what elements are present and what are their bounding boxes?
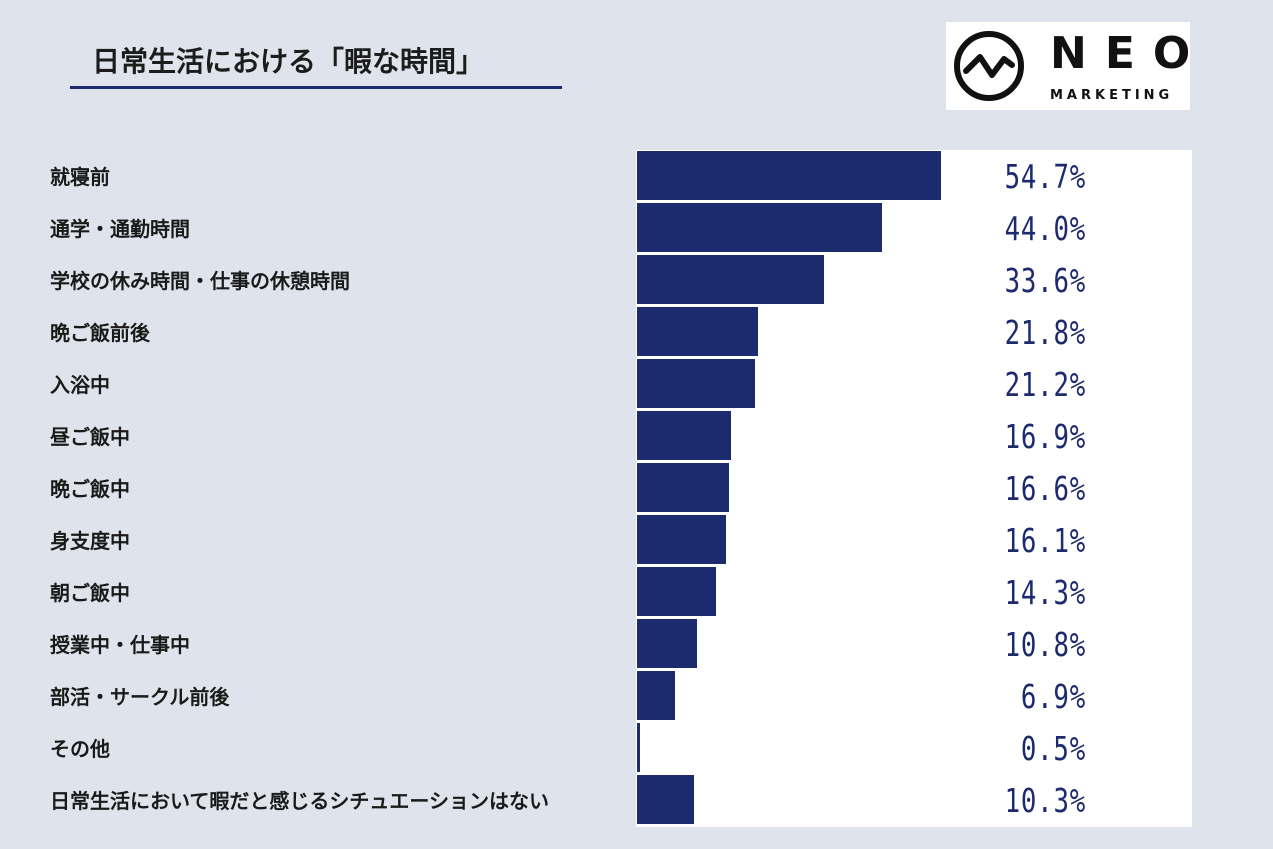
category-label: 晩ご飯中 — [50, 477, 130, 501]
bar — [637, 411, 731, 460]
category-label: 就寝前 — [50, 165, 110, 189]
value-label: 44.0% — [1004, 209, 1086, 248]
bar — [637, 203, 882, 252]
bar — [637, 723, 640, 772]
value-label: 54.7% — [1004, 157, 1086, 196]
value-label: 0.5% — [1020, 729, 1086, 768]
category-label: 通学・通勤時間 — [50, 217, 190, 241]
category-label: 授業中・仕事中 — [50, 633, 190, 657]
category-label: 入浴中 — [50, 373, 110, 397]
value-label: 16.1% — [1004, 521, 1086, 560]
bar — [637, 151, 941, 200]
value-label: 33.6% — [1004, 261, 1086, 300]
bar — [637, 515, 727, 564]
bar — [637, 619, 698, 668]
bar — [637, 463, 730, 512]
bar — [637, 567, 717, 616]
category-label: 昼ご飯中 — [50, 425, 130, 449]
value-label: 21.8% — [1004, 313, 1086, 352]
category-label: 学校の休み時間・仕事の休憩時間 — [50, 269, 350, 293]
category-label: 朝ご飯中 — [50, 581, 130, 605]
value-label: 10.8% — [1004, 625, 1086, 664]
logo-subtitle: MARKETING — [1050, 88, 1174, 103]
bar — [637, 671, 676, 720]
neo-marketing-logo: NEO MARKETING — [946, 22, 1190, 110]
value-label: 21.2% — [1004, 365, 1086, 404]
value-label: 6.9% — [1020, 677, 1086, 716]
bar — [637, 307, 759, 356]
bar — [637, 775, 695, 824]
category-label: その他 — [50, 737, 110, 761]
bar — [637, 255, 824, 304]
page-title: 日常生活における「暇な時間」 — [92, 45, 485, 78]
logo-pulse-icon — [954, 31, 1024, 101]
value-label: 16.6% — [1004, 469, 1086, 508]
logo-wordmark: NEO — [1050, 28, 1209, 79]
category-label: 日常生活において暇だと感じるシチュエーションはない — [50, 789, 549, 813]
value-label: 14.3% — [1004, 573, 1086, 612]
value-label: 10.3% — [1004, 781, 1086, 820]
category-label: 身支度中 — [50, 529, 130, 553]
category-label: 部活・サークル前後 — [50, 685, 230, 709]
value-label: 16.9% — [1004, 417, 1086, 456]
category-label: 晩ご飯前後 — [50, 321, 150, 345]
title-underline — [70, 86, 562, 89]
bar — [637, 359, 755, 408]
